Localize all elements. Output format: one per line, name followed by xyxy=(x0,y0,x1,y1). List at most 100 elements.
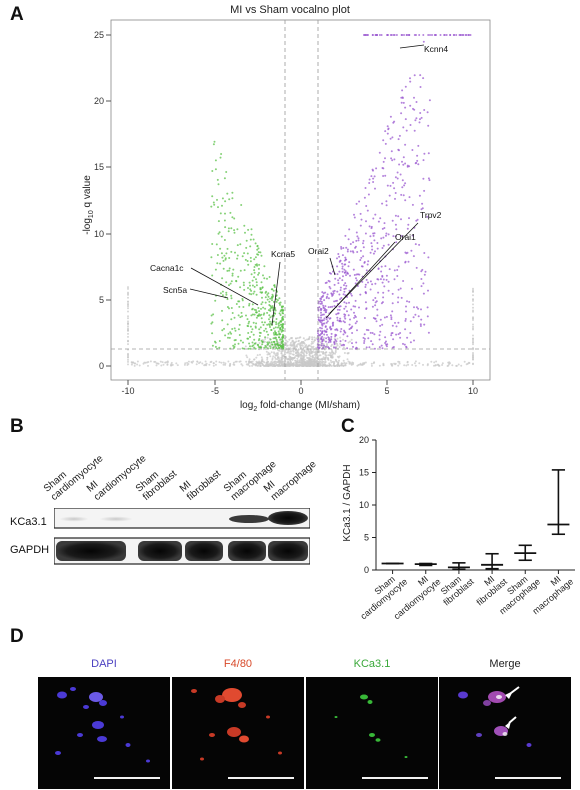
volcano-point xyxy=(414,313,417,316)
volcano-points xyxy=(127,34,474,367)
volcano-point xyxy=(336,290,339,293)
volcano-point xyxy=(289,344,292,347)
volcano-point xyxy=(233,327,236,330)
volcano-point xyxy=(285,343,287,346)
volcano-point xyxy=(258,346,261,349)
volcano-point xyxy=(248,281,251,284)
volcano-point xyxy=(408,300,411,303)
volcano-point xyxy=(408,217,410,220)
volcano-point xyxy=(378,338,381,341)
volcano-point xyxy=(292,343,295,345)
volcano-point xyxy=(270,329,273,331)
volcano-point xyxy=(232,361,235,364)
volcano-point xyxy=(247,337,250,340)
volcano-point xyxy=(363,196,366,199)
volcano-point xyxy=(235,279,238,282)
volcano-point xyxy=(364,301,367,304)
volcano-point xyxy=(268,276,271,278)
panel-letter-d: D xyxy=(10,626,24,647)
volcano-point xyxy=(321,313,324,316)
volcano-point xyxy=(343,344,346,346)
volcano-point xyxy=(419,86,422,88)
volcano-point xyxy=(338,293,341,296)
volcano-point xyxy=(214,345,217,348)
volcano-point xyxy=(258,335,261,337)
volcano-point xyxy=(451,364,454,367)
volcano-point xyxy=(303,358,306,361)
volcano-point xyxy=(342,364,345,367)
volcano-point xyxy=(134,362,137,365)
volcano-point xyxy=(227,230,230,233)
volcano-point xyxy=(253,266,256,268)
volcano-point xyxy=(329,326,331,329)
volcano-point xyxy=(306,359,309,362)
volcano-point xyxy=(392,235,395,238)
volcano-point xyxy=(228,284,230,287)
volcano-point xyxy=(323,333,326,336)
volcano-point xyxy=(472,306,474,309)
volcano-point xyxy=(330,338,333,341)
volcano-point xyxy=(239,269,242,272)
volcano-point xyxy=(203,364,206,367)
volcano-point xyxy=(355,231,358,234)
volcano-point xyxy=(363,34,365,36)
volcano-point xyxy=(310,345,313,348)
y-tick-0: 0 xyxy=(99,361,104,371)
volcano-point xyxy=(420,278,423,280)
volcano-point xyxy=(335,342,338,345)
volcano-point xyxy=(278,362,281,365)
volcano-point xyxy=(249,345,251,348)
volcano-point xyxy=(336,308,339,311)
volcano-point xyxy=(356,329,358,332)
volcano-point xyxy=(300,341,303,344)
volcano-point xyxy=(401,179,404,182)
volcano-point xyxy=(344,256,347,259)
gene-label-kcna5: Kcna5 xyxy=(271,249,295,259)
volcano-point xyxy=(271,343,274,346)
volcano-point xyxy=(279,301,282,304)
volcano-point xyxy=(404,319,407,322)
volcano-point xyxy=(427,124,430,127)
volcano-point xyxy=(390,150,393,153)
volcano-point xyxy=(264,296,267,299)
volcano-point xyxy=(369,280,372,283)
volcano-point xyxy=(212,364,215,367)
volcano-point xyxy=(327,354,330,357)
volcano-point xyxy=(251,284,254,287)
volcano-point xyxy=(387,243,390,246)
volcano-ylabel: -log10 q value xyxy=(82,175,95,235)
volcano-point xyxy=(241,255,244,258)
volcano-point xyxy=(338,270,341,273)
volcano-point xyxy=(322,313,325,316)
volcano-point xyxy=(266,298,269,301)
volcano-point xyxy=(321,330,324,333)
volcano-point xyxy=(279,314,282,316)
volcano-point xyxy=(401,97,404,99)
volcano-point xyxy=(275,336,277,339)
volcano-point xyxy=(412,107,414,110)
volcano-point xyxy=(364,232,367,235)
volcano-point xyxy=(319,329,322,332)
volcano-point xyxy=(391,292,394,295)
volcano-point xyxy=(397,364,400,367)
volcano-point xyxy=(445,34,448,36)
volcano-point xyxy=(192,360,195,363)
volcano-point xyxy=(261,362,263,365)
volcano-point xyxy=(427,256,430,259)
volcano-point xyxy=(318,354,321,357)
volcano-point xyxy=(349,274,351,277)
volcano-point xyxy=(245,354,248,357)
volcano-point xyxy=(472,317,474,320)
volcano-point xyxy=(320,327,323,330)
volcano-point xyxy=(219,212,222,215)
volcano-point xyxy=(253,358,255,361)
volcano-point xyxy=(294,352,297,354)
volcano-point xyxy=(409,77,411,80)
volcano-point xyxy=(289,342,292,344)
volcano-point xyxy=(221,277,224,280)
volcano-point xyxy=(225,171,228,173)
volcano-point xyxy=(349,292,352,295)
volcano-point xyxy=(329,364,331,367)
blot-band xyxy=(60,516,88,522)
x-tick-0: 0 xyxy=(298,386,303,396)
